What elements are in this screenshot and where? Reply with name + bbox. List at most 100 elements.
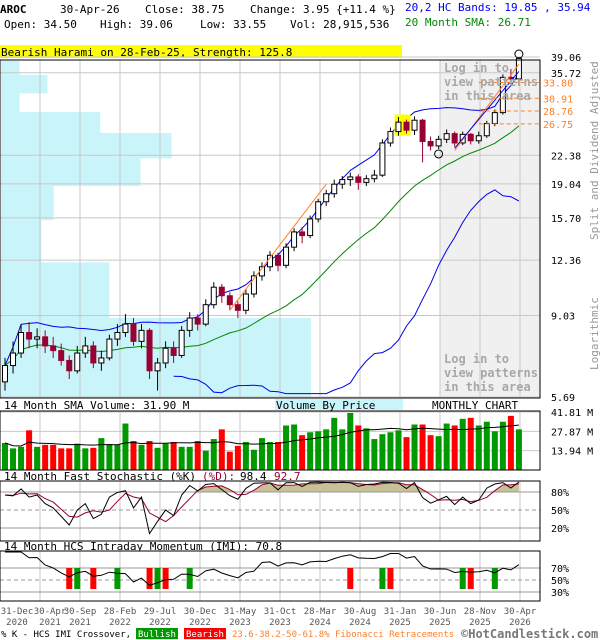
volume-bar-down <box>403 437 410 470</box>
candle-bullish <box>371 174 378 180</box>
imi-tick-label: 70% <box>551 564 569 575</box>
candle-bullish <box>435 138 442 147</box>
copyright-link[interactable]: ©HotCandlestick.com <box>461 627 598 640</box>
trend-line <box>229 183 327 311</box>
volume-bar-up <box>475 425 482 470</box>
watermark-line2: view patterns <box>444 366 538 380</box>
volume-bar-up <box>266 441 273 470</box>
volume-bar-up <box>10 448 17 470</box>
vbp-label-bg <box>275 399 403 410</box>
bearish-crossover-bar <box>162 568 169 589</box>
fibonacci-level-label: 30.91 <box>543 94 573 105</box>
date-tick-month: 30-Dec <box>184 607 217 617</box>
candle-bullish <box>491 112 498 124</box>
fibonacci-labels: 33.80 30.91 28.76 26.75 <box>543 79 573 131</box>
volume-bar-up <box>339 429 346 470</box>
volume-by-price-label: Volume By Price <box>276 399 375 412</box>
volume-bar-up <box>499 421 506 470</box>
candle-bullish <box>122 323 129 334</box>
stoch-tick-label: 80% <box>551 488 569 499</box>
candle-bullish <box>98 357 105 364</box>
high-marker-icon <box>514 49 524 59</box>
bearish-swatch <box>184 628 226 639</box>
candle-bullish <box>138 329 145 342</box>
candle-bullish <box>18 332 25 354</box>
volume-bar-up <box>18 446 25 470</box>
bullish-crossover-bar <box>459 568 466 589</box>
volume-bar-up <box>2 442 8 470</box>
volume-bar-up <box>122 423 129 470</box>
bullish-crossover-bar <box>491 568 498 589</box>
volume-by-price-bar <box>1 158 141 187</box>
candle-bullish <box>74 352 81 372</box>
log-scale-label: Logarithmic <box>588 297 600 370</box>
candle-bearish <box>146 329 153 372</box>
price-tick-label: 15.70 <box>551 214 581 225</box>
volume-by-price-bar <box>1 112 101 133</box>
date-tick-year: 2022 <box>189 618 211 628</box>
price-tick-label: 5.69 <box>551 393 575 404</box>
change-value: Change: 3.95 {+11.4 %} <box>250 3 396 16</box>
volume-bar-up <box>371 439 378 470</box>
date-tick-month: 28-Feb <box>104 607 137 617</box>
imi-tick-label: 30% <box>551 588 569 599</box>
candle-bearish <box>451 133 458 144</box>
candle-bearish <box>194 317 201 325</box>
stoch-tick-label: 20% <box>551 524 569 535</box>
date-tick-year: 2024 <box>349 618 371 628</box>
candle-bearish <box>42 336 49 347</box>
volume-bar-up <box>178 446 185 470</box>
date-tick-month: 31-Jan <box>384 607 417 617</box>
volume-bar-up <box>331 417 338 470</box>
volume-bar-up <box>138 444 145 470</box>
date-tick-month: 28-Mar <box>304 607 337 617</box>
band-extension-line <box>454 71 520 149</box>
candle-bearish <box>419 119 426 142</box>
bullish-swatch <box>136 628 178 639</box>
volume-tick-label: 27.87 M <box>551 427 593 438</box>
volume-by-price-bar <box>1 318 311 397</box>
date-tick-month: 28-Nov <box>464 607 497 617</box>
price-axis: 39.06 35.72 22.38 19.04 15.70 12.36 9.03 5.69 <box>551 53 581 404</box>
candle-bullish <box>499 76 506 114</box>
price-tick-label: 22.38 <box>551 151 581 162</box>
candle-bullish <box>315 201 322 220</box>
volume-tick-label: 13.94 M <box>551 447 593 458</box>
imi-label: 14 Month HCS Intraday Momentum (IMI): 70… <box>4 540 282 553</box>
low-marker-icon <box>434 149 444 159</box>
bullish-crossover-bar <box>379 568 386 589</box>
volume-bar-down <box>130 441 137 470</box>
volume-bar-up <box>283 425 290 470</box>
date-tick-year: 2021 <box>39 618 61 628</box>
date-tick-year: 2025 <box>389 618 411 628</box>
volume-bar-down <box>226 451 233 470</box>
stoch-k-line <box>4 481 520 535</box>
bearish-crossover-bar <box>387 568 394 589</box>
chart-interval-label: MONTHLY CHART <box>432 399 518 412</box>
volume-bar-down <box>427 435 434 470</box>
volume-sma-line <box>4 424 519 447</box>
imi-tick-label: 50% <box>551 576 569 587</box>
volume-bar-down <box>355 425 362 470</box>
volume-bar-down <box>26 430 33 470</box>
date-tick-month: 30-Sep <box>64 607 97 617</box>
stochastic-panel: 80% 50% 20% <box>0 480 569 542</box>
watermark-line3: in this area <box>444 380 531 394</box>
volume-bar-down <box>507 415 514 470</box>
volume-bar-up <box>387 432 394 470</box>
imi-panel: 70%50%30% <box>0 550 569 602</box>
candle-bullish <box>379 142 386 176</box>
adjusted-label: Split and Dividend Adjusted <box>588 61 600 240</box>
volume-bar-up <box>106 444 113 470</box>
volume-bar-up <box>74 443 81 470</box>
volume-bar-up <box>491 431 498 470</box>
volume-bar-up <box>515 429 522 470</box>
volume-bar-up <box>291 424 298 470</box>
watermark-line1: Log in to <box>444 61 509 75</box>
bullish-crossover-bar <box>74 568 81 589</box>
candle-bearish <box>234 304 241 311</box>
bearish-crossover-bar <box>146 568 153 589</box>
volume-bar-down <box>451 425 458 470</box>
candle-bullish <box>186 317 193 331</box>
candle-bullish <box>250 275 257 295</box>
